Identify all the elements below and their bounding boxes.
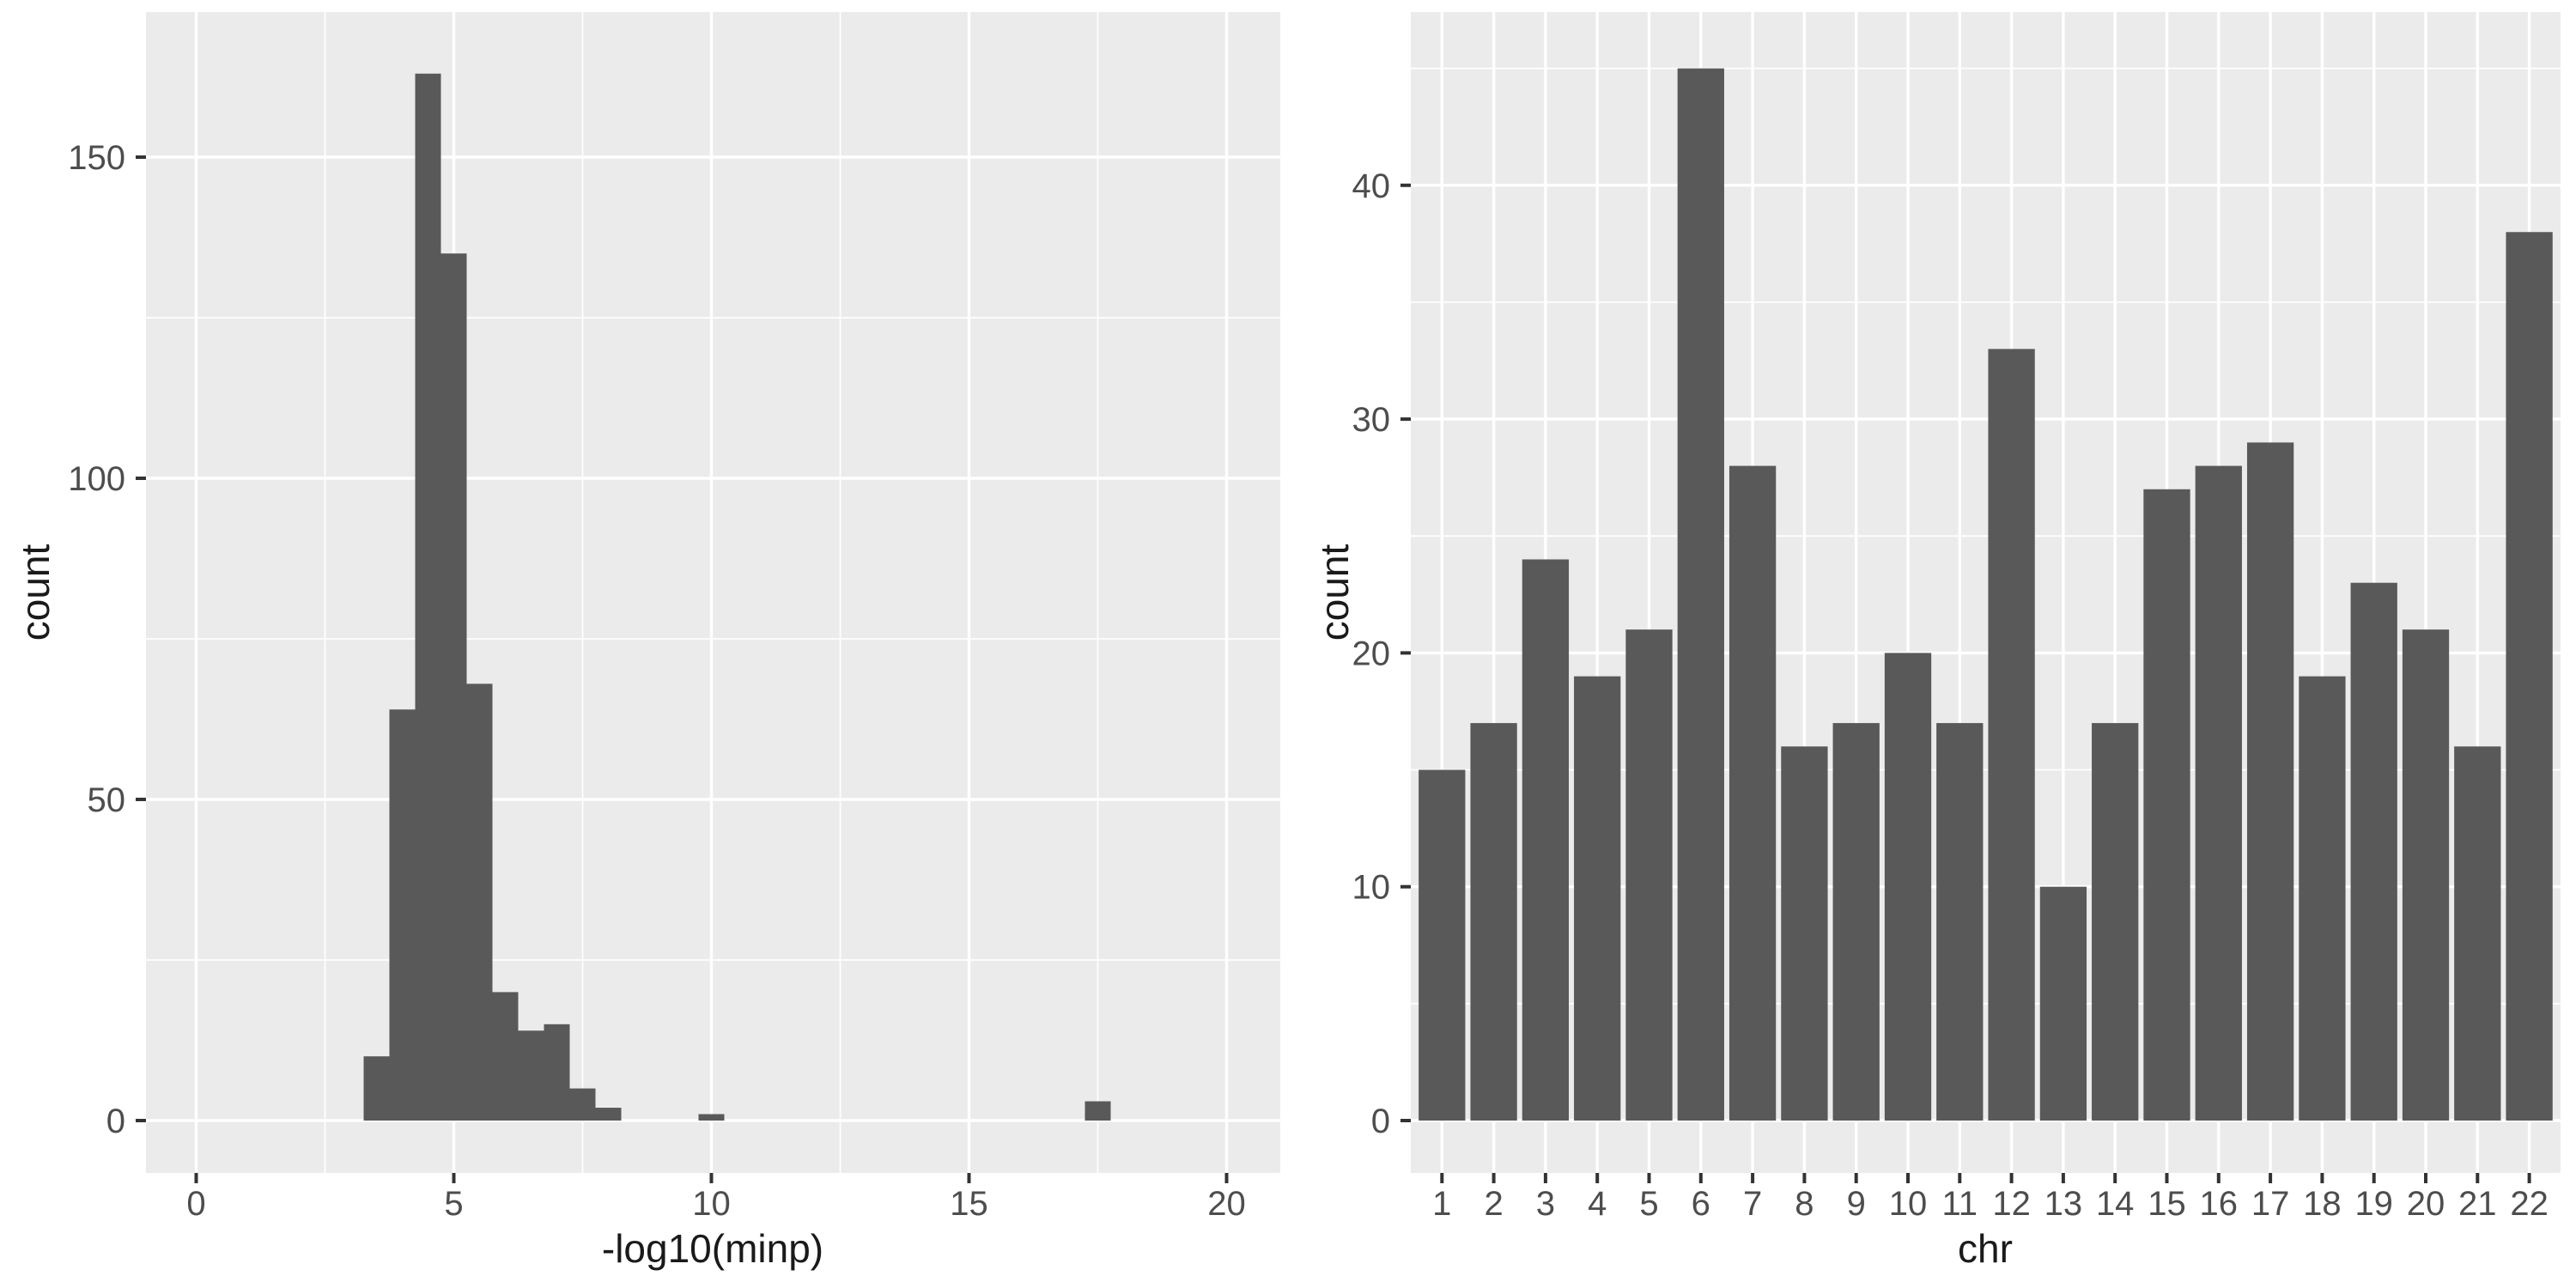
histogram-bar [415, 73, 441, 1121]
histogram-bar [363, 1056, 390, 1121]
y-tick-label: 20 [1352, 635, 1391, 672]
histogram-bar [698, 1114, 725, 1121]
y-tick-label: 40 [1352, 167, 1391, 205]
y-tick-label: 150 [68, 139, 125, 177]
chromosome-bar [2092, 723, 2139, 1121]
chromosome-bar [1470, 723, 1517, 1121]
chromosome-bar [1574, 676, 1621, 1121]
chromosome-bar [1936, 723, 1984, 1121]
x-tick-label: 6 [1692, 1185, 1710, 1223]
chromosome-bar [2454, 746, 2501, 1121]
x-tick-label: 2 [1484, 1185, 1503, 1223]
x-tick-label: 9 [1847, 1185, 1866, 1223]
chromosome-bar [1625, 629, 1673, 1121]
left-chart: 0 5 10 15 20 0 50 100 150 [68, 12, 1280, 1223]
y-tick-label: 0 [106, 1103, 125, 1140]
chromosome-bar [2402, 629, 2450, 1121]
x-tick-label: 3 [1536, 1185, 1555, 1223]
histogram-bar [440, 253, 467, 1121]
chromosome-bar [1677, 68, 1724, 1121]
histogram-bar [1084, 1101, 1111, 1121]
y-tick-label: 30 [1352, 401, 1391, 439]
histogram-bar [518, 1030, 544, 1121]
y-tick-label: 100 [68, 460, 125, 498]
y-tick-label: 10 [1352, 869, 1391, 907]
x-tick-label: 10 [692, 1185, 731, 1223]
x-tick-label: 11 [1942, 1185, 1978, 1223]
x-tick-label: 5 [1639, 1185, 1658, 1223]
x-tick-label: 16 [2200, 1185, 2239, 1223]
left-x-axis-title: -log10(minp) [602, 1226, 823, 1271]
panel-background [146, 12, 1280, 1173]
x-tick-label: 20 [2407, 1185, 2445, 1223]
x-tick-label: 1 [1432, 1185, 1451, 1223]
chromosome-bar [1728, 465, 1777, 1121]
histogram-bar [466, 683, 493, 1121]
x-tick-label: 15 [950, 1185, 988, 1223]
histogram-bar [389, 709, 416, 1121]
x-tick-label: 15 [2148, 1185, 2186, 1223]
x-tick-label: 5 [444, 1185, 463, 1223]
chromosome-bar [1988, 349, 2035, 1121]
chromosome-bar [2143, 489, 2190, 1121]
y-tick-label: 50 [88, 781, 126, 819]
x-tick-label: 4 [1588, 1185, 1607, 1223]
x-tick-label: 20 [1207, 1185, 1246, 1223]
x-tick-label: 0 [186, 1185, 205, 1223]
x-tick-label: 19 [2354, 1185, 2393, 1223]
chromosome-bar [2506, 232, 2553, 1121]
chromosome-bar [1884, 653, 1932, 1121]
right-y-axis-title: count [1312, 544, 1357, 641]
x-tick-label: 13 [2044, 1185, 2083, 1223]
chromosome-bar [1832, 723, 1880, 1121]
x-tick-label: 18 [2303, 1185, 2342, 1223]
x-tick-label: 17 [2251, 1185, 2290, 1223]
x-tick-label: 14 [2096, 1185, 2135, 1223]
x-tick-label: 10 [1889, 1185, 1928, 1223]
right-chart: 1 2 3 4 5 6 7 8 9 10 11 12 13 14 15 16 17 18 19 20 21 2201020… [1352, 12, 2561, 1223]
histogram-bar [595, 1108, 622, 1121]
x-tick-label: 7 [1743, 1185, 1762, 1223]
x-tick-label: 8 [1795, 1185, 1814, 1223]
histogram-bar [492, 992, 519, 1121]
x-tick-label: 21 [2458, 1185, 2497, 1223]
histogram-bar [544, 1024, 570, 1121]
histogram-bar [569, 1088, 596, 1121]
left-y-axis-title: count [13, 544, 58, 641]
chromosome-bar [2195, 465, 2242, 1121]
chromosome-bar [1419, 769, 1466, 1121]
chromosome-bar [1781, 746, 1828, 1121]
right-x-axis-title: chr [1958, 1226, 2013, 1271]
chromosome-bar [2299, 676, 2346, 1121]
chromosome-bar [2246, 442, 2294, 1121]
chromosome-bar [2350, 582, 2397, 1121]
x-tick-label: 22 [2510, 1185, 2549, 1223]
chromosome-bar [2039, 886, 2087, 1121]
chromosome-bar [1522, 559, 1570, 1121]
x-tick-label: 12 [1992, 1185, 2031, 1223]
y-tick-label: 0 [1371, 1103, 1390, 1140]
